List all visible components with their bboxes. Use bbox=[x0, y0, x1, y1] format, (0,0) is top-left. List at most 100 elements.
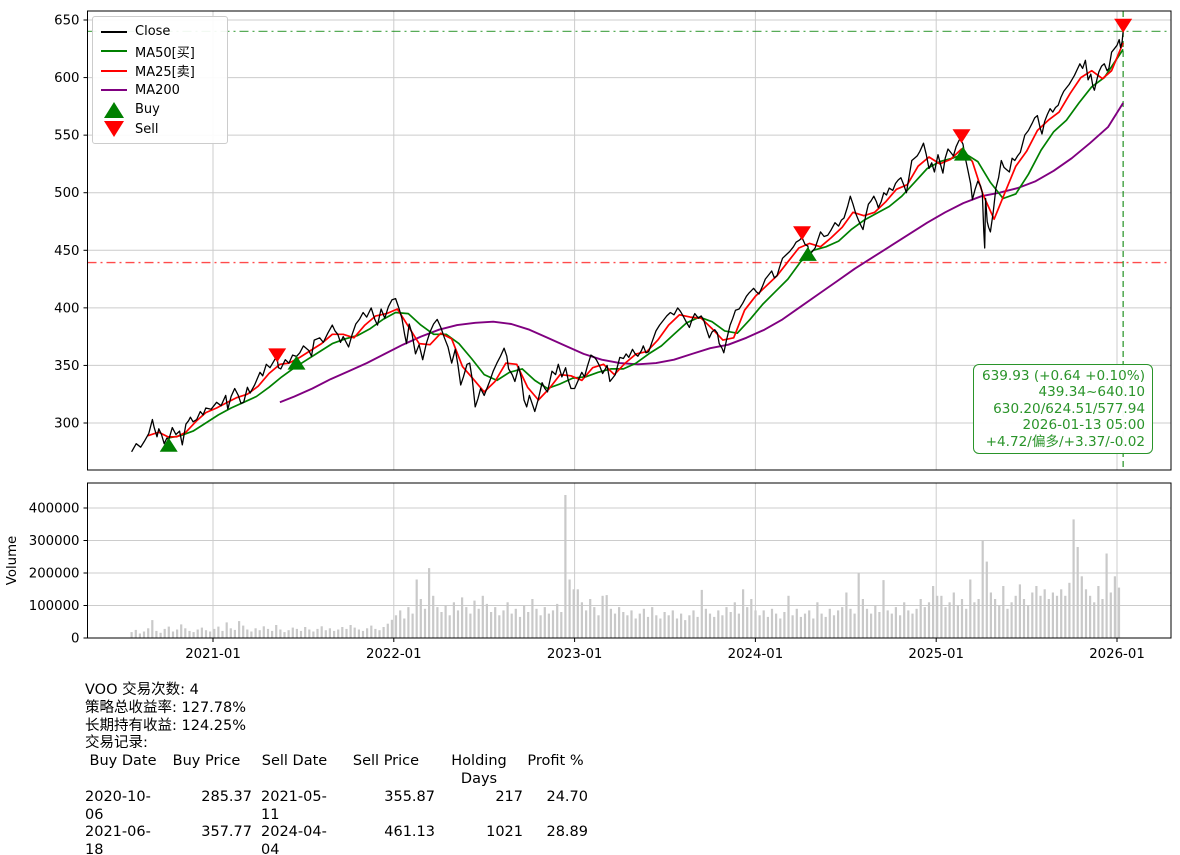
volume-bar bbox=[791, 615, 794, 639]
volume-bar bbox=[803, 613, 807, 638]
volume-bar bbox=[948, 602, 951, 639]
legend-label-ma25: MA25[卖] bbox=[135, 65, 195, 81]
volume-bar bbox=[283, 632, 286, 638]
volume-bar bbox=[837, 610, 840, 638]
annotation-range-line: 439.34~640.10 bbox=[1038, 384, 1145, 401]
volume-bar bbox=[725, 607, 728, 638]
volume-bar bbox=[258, 630, 261, 638]
trade-record-title: 交易记录: bbox=[85, 735, 148, 752]
volume-bar bbox=[737, 613, 740, 638]
volume-bar bbox=[142, 631, 146, 638]
volume-bar bbox=[403, 618, 406, 638]
trade-row-cell: 2024-04-04 bbox=[261, 824, 327, 855]
col-header-profit: Profit % bbox=[527, 753, 584, 770]
volume-bar bbox=[1051, 592, 1054, 638]
trade-count-line: VOO 交易次数: 4 bbox=[85, 682, 199, 698]
volume-bar bbox=[411, 613, 414, 638]
volume-bar bbox=[271, 630, 274, 638]
volume-bar bbox=[266, 628, 270, 638]
volume-bar bbox=[357, 629, 360, 638]
price-tick-label: 450 bbox=[54, 244, 79, 259]
volume-bar bbox=[382, 627, 385, 638]
legend-item-ma200: MA200 bbox=[101, 81, 219, 101]
volume-bar bbox=[733, 602, 736, 639]
trade-row-cell: 2021-05-11 bbox=[261, 788, 327, 823]
volume-bar bbox=[1031, 592, 1034, 638]
volume-bar bbox=[275, 625, 278, 638]
volume-bar bbox=[593, 607, 596, 638]
annotation-price-line: 639.93 (+0.64 +0.10%) bbox=[981, 368, 1145, 384]
volume-bar bbox=[580, 602, 583, 639]
volume-bar bbox=[911, 613, 914, 638]
trade-row-cell: 28.89 bbox=[546, 824, 588, 841]
volume-bar bbox=[812, 618, 815, 638]
volume-bar bbox=[502, 610, 505, 638]
volume-bar bbox=[461, 597, 464, 638]
volume-bar bbox=[213, 628, 216, 638]
volume-bar bbox=[361, 630, 365, 638]
volume-bar bbox=[1027, 605, 1030, 638]
volume-bar bbox=[717, 610, 720, 638]
x-tick-label: 2022-01 bbox=[366, 647, 422, 662]
volume-bar bbox=[936, 595, 939, 639]
volume-bar bbox=[188, 630, 191, 638]
volume-bar bbox=[176, 629, 179, 638]
volume-bar bbox=[390, 619, 393, 638]
volume-bar bbox=[527, 612, 530, 638]
sell-triangle-icon bbox=[101, 121, 127, 138]
volume-bar bbox=[907, 610, 910, 638]
volume-bar bbox=[1064, 595, 1067, 639]
volume-bar bbox=[638, 613, 641, 638]
volume-bar bbox=[547, 613, 550, 638]
volume-bar bbox=[932, 586, 935, 638]
volume-bar bbox=[878, 612, 881, 638]
volume-bar bbox=[927, 602, 931, 639]
volume-bar bbox=[345, 628, 348, 638]
volume-bar bbox=[386, 623, 389, 638]
volume-bar bbox=[423, 608, 427, 639]
x-tick-label: 2024-01 bbox=[728, 647, 784, 662]
volume-bar bbox=[692, 610, 695, 638]
trade-row-cell: 357.77 bbox=[201, 824, 252, 841]
volume-bar bbox=[1014, 595, 1017, 639]
volume-bar bbox=[1084, 589, 1088, 639]
volume-bar bbox=[378, 630, 381, 638]
volume-bar bbox=[754, 610, 757, 638]
volume-tick-label: 400000 bbox=[29, 502, 80, 517]
col-header-holding-days: Holding Days bbox=[451, 753, 507, 787]
volume-bar bbox=[564, 495, 567, 638]
sell-marker bbox=[793, 226, 812, 241]
volume-bar bbox=[295, 628, 298, 638]
quote-annotation-box: 639.93 (+0.64 +0.10%) 439.34~640.10 630.… bbox=[973, 364, 1153, 455]
volume-bar bbox=[494, 607, 497, 638]
volume-bar bbox=[618, 607, 621, 638]
volume-bar bbox=[163, 628, 166, 638]
volume-bar bbox=[886, 610, 889, 638]
volume-tick-label: 200000 bbox=[29, 567, 80, 582]
volume-bar bbox=[994, 599, 997, 638]
volume-bar bbox=[1039, 595, 1042, 639]
volume-bar bbox=[680, 613, 683, 638]
volume-tick-label: 0 bbox=[71, 632, 79, 647]
volume-bar bbox=[857, 573, 860, 638]
legend: Close MA50[买] MA25[卖] MA200 Buy Sell bbox=[92, 16, 228, 144]
close-line-swatch bbox=[101, 30, 127, 33]
volume-bar bbox=[134, 629, 137, 638]
volume-bar bbox=[634, 618, 637, 638]
ma200-line bbox=[279, 102, 1124, 404]
volume-bar bbox=[394, 615, 398, 639]
volume-bar bbox=[969, 579, 972, 638]
volume-bar bbox=[865, 608, 869, 639]
volume-bar bbox=[1072, 519, 1075, 638]
close-line bbox=[131, 31, 1124, 453]
volume-bar bbox=[481, 595, 484, 639]
volume-bar bbox=[985, 561, 988, 638]
volume-tick-label: 100000 bbox=[29, 599, 80, 614]
ma50-line-swatch bbox=[101, 50, 127, 53]
volume-bar bbox=[1018, 584, 1021, 638]
volume-bar bbox=[1101, 599, 1104, 638]
volume-bar bbox=[568, 579, 571, 638]
volume-bar bbox=[147, 628, 150, 639]
volume-bar bbox=[721, 615, 724, 639]
col-header-sell-date: Sell Date bbox=[261, 753, 328, 770]
